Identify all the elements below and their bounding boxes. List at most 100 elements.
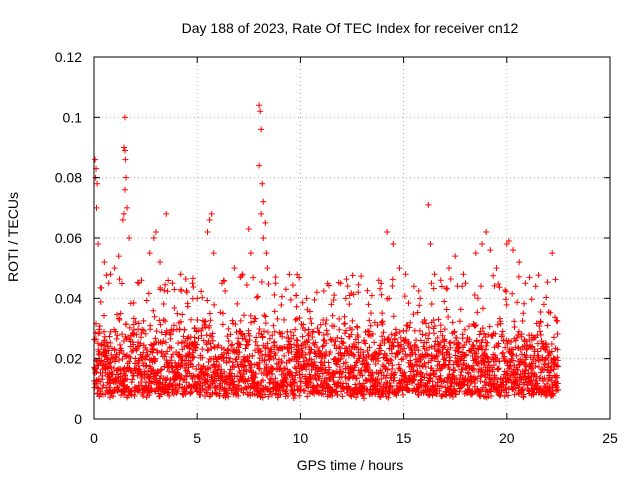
data-point [207,364,214,371]
data-point [325,282,332,289]
data-point [430,317,437,324]
data-point [544,279,551,286]
data-point [427,375,434,382]
data-point [331,371,338,378]
data-point [399,348,406,355]
data-point [431,271,438,278]
data-point [312,339,319,346]
data-point [511,391,518,398]
data-point [545,360,552,367]
data-point [301,327,308,334]
data-point [270,355,277,362]
data-point [252,370,259,377]
data-point [456,318,463,325]
data-point [423,339,430,346]
data-point [390,241,397,248]
data-point [290,332,297,339]
data-point [293,315,300,322]
data-point [388,357,395,364]
data-point [125,392,132,399]
data-point [199,325,206,332]
data-point [182,388,189,395]
data-point [532,357,539,364]
y-tick-label: 0.06 [55,230,82,246]
data-point [444,374,451,381]
data-point [451,387,458,394]
data-point [534,380,541,387]
x-tick-label: 5 [193,430,201,446]
data-point [152,357,159,364]
data-point [123,320,130,327]
data-point [401,293,408,300]
data-point [327,349,334,356]
data-point [550,355,557,362]
data-point [190,354,197,361]
data-point [472,250,479,257]
data-point [132,389,139,396]
data-point [135,320,142,327]
data-point [269,332,276,339]
data-point [376,350,383,357]
data-point [377,383,384,390]
data-point [387,356,394,363]
data-point [204,228,211,235]
data-point [189,275,196,282]
data-point [287,368,294,375]
data-point [515,273,522,280]
data-point [490,362,497,369]
data-point [339,369,346,376]
data-point [174,310,181,317]
data-point [254,342,261,349]
data-point [356,355,363,362]
data-point [177,318,184,325]
data-point [392,369,399,376]
y-axis-ticks: 0 0.02 0.04 0.06 0.08 0.1 0.12 [55,49,610,427]
data-point [393,392,400,399]
data-point [328,301,335,308]
data-point [216,361,223,368]
data-point [552,314,559,321]
data-point [421,317,428,324]
data-point [305,330,312,337]
data-point [206,322,213,329]
data-point [229,317,236,324]
data-point [152,335,159,342]
data-point [398,343,405,350]
data-point [437,322,444,329]
data-point [341,320,348,327]
data-point [380,329,387,336]
data-point [337,280,344,287]
data-point [553,384,560,391]
data-point [332,338,339,345]
x-tick-label: 15 [396,430,412,446]
data-point [135,280,142,287]
data-point [341,313,348,320]
data-point [126,235,133,241]
data-point [365,361,372,368]
data-point [513,352,520,359]
data-point [421,360,428,367]
data-point [386,338,393,345]
data-point [140,317,147,324]
data-point [143,297,150,304]
data-point [248,319,255,326]
data-point [541,375,548,382]
data-point [522,280,529,287]
data-point [185,364,192,371]
data-point [326,366,333,373]
data-point [491,376,498,383]
data-point [401,337,408,344]
data-point [162,339,169,346]
data-point [428,388,435,395]
data-point [118,347,125,354]
data-point [479,337,486,344]
data-point [184,303,191,310]
data-point [105,347,112,354]
data-point [446,386,453,393]
data-point [264,329,271,336]
data-point [495,340,502,347]
data-point [308,320,315,327]
data-point [548,348,555,355]
data-point [158,348,165,355]
data-point [170,327,177,334]
